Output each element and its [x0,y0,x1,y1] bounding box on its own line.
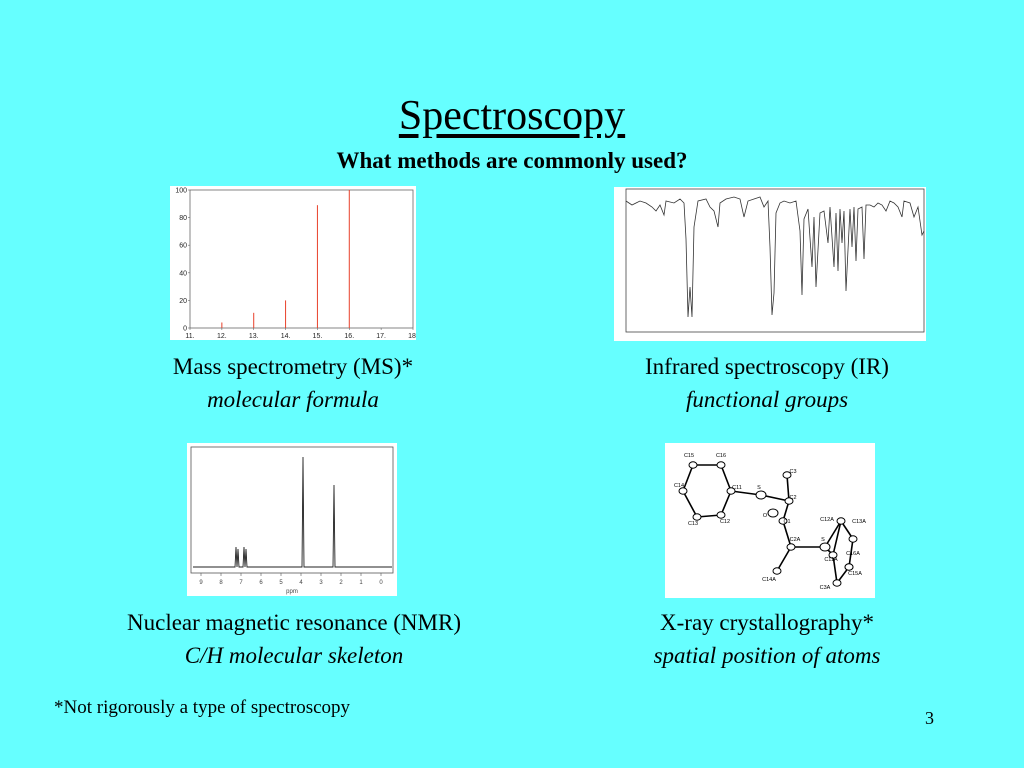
method-name: Mass spectrometry (MS)* [172,354,414,379]
ms-y-tick-label: 20 [179,298,187,305]
ms-x-tick-label: 11. [185,333,194,340]
xray-atom [784,497,794,505]
xray-atom [782,471,792,479]
method-caption-xray: X-ray crystallography* spatial position … [567,606,967,672]
xray-atom-label: C3A [820,585,831,591]
nmr-x-unit: ppm [286,589,298,595]
xray-atom [755,490,767,500]
method-name: Infrared spectroscopy (IR) [645,354,889,379]
xray-atom-label: C11A [824,557,838,563]
ms-y-tick-label: 60 [179,243,187,250]
nmr-x-tick-label: 2 [339,580,343,586]
xray-atom [716,511,726,519]
xray-structure-drawing: C15 C16 C14 C11 C13 C12 S C3 C2 O C1 C2A S C12A C13A C1… [674,453,866,591]
method-use: C/H molecular skeleton [184,643,404,668]
ir-plot-frame [625,188,925,333]
xray-atom [688,461,698,469]
ms-x-tick-label: 16. [344,333,354,340]
xray-atom-label: S [757,485,761,491]
method-name: X-ray crystallography* [660,610,874,635]
ms-y-tick-label: 0 [183,326,187,333]
xray-atom [767,508,779,518]
xray-atom-label: C16 [716,453,726,459]
ir-spectrum-image [614,187,926,341]
xray-structure-image: C15 C16 C14 C11 C13 C12 S C3 C2 O C1 C2A S C12A C13A C1… [665,443,875,598]
xray-atom [772,567,782,575]
ms-x-tick-label: 14. [281,333,291,340]
page-number: 3 [925,708,934,728]
xray-atom-label: C13A [852,519,866,525]
xray-atom [819,542,831,552]
xray-atom [778,517,788,525]
xray-atom-label: C1 [783,519,790,525]
slide-subtitle: What methods are commonly used? [336,148,688,173]
ms-spectrum-image: 100 80 60 40 20 0 11. 12. 13. 14. 15. 16. 17. 18. [170,186,416,340]
xray-atom [828,551,838,559]
nmr-plot-frame [190,446,394,574]
xray-atom-label: C15 [684,453,694,459]
xray-atom-label: C16A [846,551,860,557]
xray-atom-label: C2A [790,537,801,543]
xray-atom [678,487,688,495]
nmr-x-tick-label: 3 [319,580,323,586]
nmr-x-tick-label: 5 [279,580,283,586]
nmr-x-tick-label: 8 [219,580,223,586]
nmr-x-tick-label: 0 [379,580,383,586]
method-use: functional groups [685,387,849,412]
nmr-x-tick-label: 4 [299,580,303,586]
nmr-x-tick-label: 9 [199,580,203,586]
ms-x-tick-label: 12. [217,333,227,340]
xray-atom [726,487,736,495]
ms-x-tick-label: 13. [249,333,259,340]
xray-atom-label: C12 [720,519,730,525]
xray-atom [786,543,796,551]
ir-spectrum-trace [625,196,925,318]
xray-atom [692,513,702,521]
xray-atom-label: C11 [732,485,742,491]
nmr-spectrum-plot: 9 8 7 6 5 4 3 2 1 0 ppm [190,446,394,595]
xray-atom [832,579,842,587]
xray-atom-label: C12A [820,517,834,523]
ms-y-tick-label: 80 [179,215,187,222]
slide-title: Spectroscopy [398,93,626,139]
xray-atom-label: C13 [688,521,698,527]
nmr-x-tick-label: 7 [239,580,243,586]
ms-x-tick-label: 15. [313,333,323,340]
xray-atom [848,535,858,543]
xray-atom-label: C15A [848,571,862,577]
nmr-x-tick-label: 1 [359,580,363,586]
ms-y-tick-label: 100 [175,188,187,195]
footnote: *Not rigorously a type of spectroscopy [54,697,351,718]
method-caption-ms: Mass spectrometry (MS)* molecular formul… [93,350,493,416]
nmr-spectrum-trace [193,456,392,568]
xray-bonds [682,464,854,584]
ir-spectrum-plot [625,188,925,333]
ms-x-tick-label: 18. [408,333,416,340]
method-use: molecular formula [207,387,379,412]
method-caption-ir: Infrared spectroscopy (IR) functional gr… [567,350,967,416]
ms-spectrum-plot: 100 80 60 40 20 0 11. 12. 13. 14. 15. 16. 17. 18. [175,188,416,341]
xray-atom-label: C3 [789,469,796,475]
xray-atom-label: C2 [789,495,796,501]
xray-atom [844,563,854,571]
xray-atom-label: C14 [674,483,684,489]
xray-atom [716,461,726,469]
method-use: spatial position of atoms [653,643,881,668]
ms-plot-frame [189,189,414,329]
xray-atom-label: S [821,537,825,543]
ms-x-tick-label: 17. [376,333,386,340]
xray-atom-label: O [763,513,768,519]
method-name: Nuclear magnetic resonance (NMR) [127,610,461,635]
method-caption-nmr: Nuclear magnetic resonance (NMR) C/H mol… [64,606,524,672]
xray-atom [836,517,846,525]
nmr-spectrum-image: 9 8 7 6 5 4 3 2 1 0 ppm [187,443,397,596]
nmr-x-tick-label: 6 [259,580,263,586]
ms-y-tick-label: 40 [179,270,187,277]
xray-atom-label: C14A [762,577,776,583]
